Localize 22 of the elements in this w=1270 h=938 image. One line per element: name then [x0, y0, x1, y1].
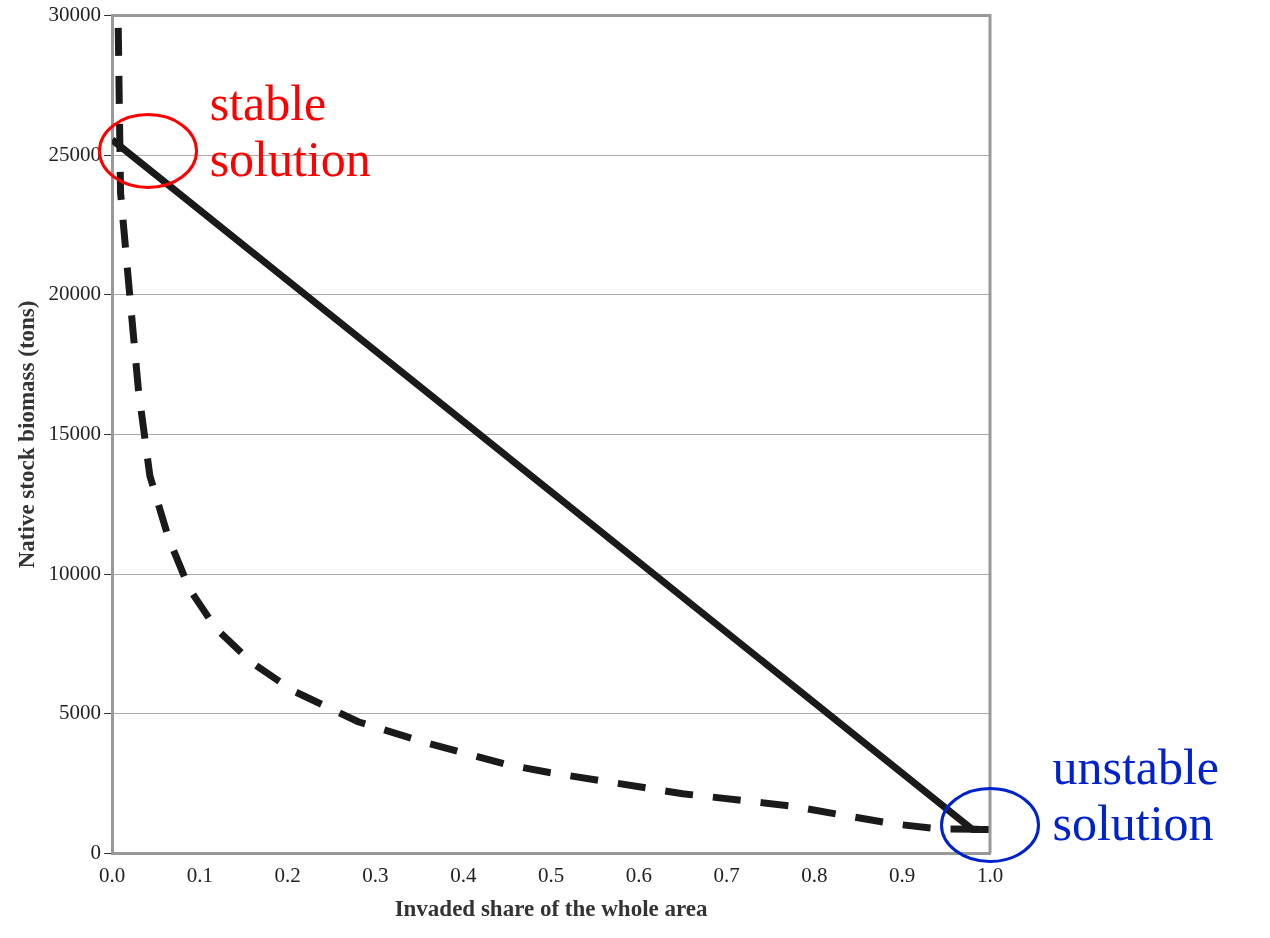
x-tick-label: 0.1 — [186, 863, 214, 888]
x-tick-label: 0.6 — [625, 863, 652, 888]
x-tick-label: 0.9 — [889, 863, 916, 888]
y-tick-label: 25000 — [48, 141, 102, 166]
annotation: unstable solution — [1052, 739, 1221, 852]
x-tick-label: 0.3 — [362, 863, 389, 888]
x-tick-label: 0.2 — [274, 863, 301, 888]
y-tick-label: 30000 — [48, 2, 102, 27]
y-tick-label: 5000 — [59, 700, 102, 725]
x-tick-label: 1.0 — [976, 863, 1004, 888]
x-axis-title: Invaded share of the whole area — [394, 896, 708, 922]
x-tick-label: 0.0 — [98, 863, 126, 888]
x-tick-label: 0.8 — [801, 863, 828, 888]
x-tick-label: 0.4 — [450, 863, 477, 888]
x-tick-label: 0.5 — [537, 863, 565, 888]
x-tick-label: 0.7 — [713, 863, 740, 888]
y-axis-title: Native stock biomass (tons) — [13, 300, 39, 569]
annotation: stable solution — [209, 75, 372, 188]
y-tick-label: 0 — [90, 839, 102, 864]
y-tick-label: 20000 — [48, 281, 102, 306]
y-tick-label: 15000 — [48, 420, 102, 445]
y-tick-label: 10000 — [48, 560, 102, 585]
